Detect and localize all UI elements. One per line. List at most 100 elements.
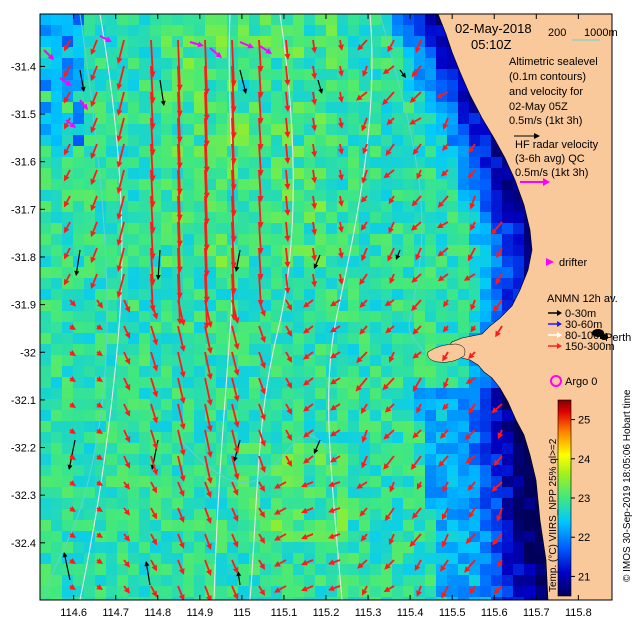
sst-pixel <box>128 432 140 444</box>
sst-pixel <box>381 58 393 70</box>
sst-pixel <box>337 487 349 499</box>
hf-arrow-head <box>414 564 421 572</box>
sst-pixel <box>194 586 206 598</box>
hf-arrow-head <box>206 477 213 484</box>
hf-arrow <box>469 533 476 541</box>
hf-arrow-head <box>233 343 240 350</box>
hf-arrow <box>285 403 290 411</box>
sst-pixel <box>95 201 107 213</box>
sst-pixel <box>359 113 371 125</box>
sst-pixel <box>183 124 195 136</box>
sst-pixel <box>84 25 96 37</box>
argo-label: Argo 0 <box>565 376 597 388</box>
hf-arrow-head <box>260 466 266 473</box>
altimetry-arrow <box>159 79 164 102</box>
hf-arrow-head <box>284 53 291 60</box>
sst-pixel <box>216 278 228 290</box>
sst-pixel <box>337 69 349 81</box>
sst-pixel <box>62 454 74 466</box>
hf-arrow-head <box>69 558 76 564</box>
x-tick-label: 114.8 <box>144 607 171 619</box>
hf-arrow <box>361 273 368 281</box>
hf-arrow <box>123 507 128 512</box>
sst-pixel <box>403 58 415 70</box>
sst-pixel <box>381 190 393 202</box>
sst-pixel <box>392 586 404 598</box>
sst-pixel <box>40 366 52 378</box>
sst-pixel <box>128 14 140 26</box>
hf-arrow <box>364 65 368 72</box>
sst-pixel <box>51 487 63 499</box>
sst-pixel <box>370 135 382 147</box>
sst-pixel <box>392 443 404 455</box>
hf-arrow-head <box>274 587 281 593</box>
sst-pixel <box>381 520 393 532</box>
hf-arrow-head <box>90 74 96 82</box>
sst-pixel <box>370 322 382 334</box>
sst-pixel <box>106 47 118 59</box>
sst-pixel <box>315 102 327 114</box>
hf-arrow-head <box>206 595 212 600</box>
sst-pixel <box>392 58 404 70</box>
sst-pixel <box>216 36 228 48</box>
hf-arrow <box>96 351 99 354</box>
sst-pixel <box>216 597 228 600</box>
sst-pixel <box>95 58 107 70</box>
hf-arrow-head <box>337 278 344 285</box>
sst-pixel <box>260 476 272 488</box>
sst-pixel <box>128 388 140 400</box>
sst-pixel <box>216 432 228 444</box>
sst-pixel <box>436 124 448 136</box>
hf-arrow-head <box>274 535 281 541</box>
sst-pixel <box>73 443 85 455</box>
hf-arrow <box>204 117 208 167</box>
sst-pixel <box>315 531 327 543</box>
sst-pixel <box>436 36 448 48</box>
sst-pixel <box>183 36 195 48</box>
sst-pixel <box>117 190 129 202</box>
sst-pixel <box>381 256 393 268</box>
hf-arrow-head <box>233 369 240 376</box>
hf-arrow <box>360 39 368 47</box>
sst-pixel <box>227 421 239 433</box>
drifter-arrow <box>79 99 86 106</box>
sst-pixel <box>249 388 261 400</box>
sst-pixel <box>392 201 404 213</box>
sst-pixel <box>337 531 349 543</box>
sst-pixel <box>293 432 305 444</box>
sst-pixel <box>524 586 536 598</box>
sst-pixel <box>271 36 283 48</box>
sst-pixel <box>425 531 437 543</box>
sst-pixel <box>524 531 536 543</box>
sst-pixel <box>458 190 470 202</box>
sst-pixel <box>249 597 261 600</box>
sst-pixel <box>348 322 360 334</box>
sst-pixel <box>194 344 206 356</box>
sst-pixel <box>128 91 140 103</box>
sst-pixel <box>348 586 360 598</box>
hf-arrow <box>231 299 238 319</box>
sst-pixel <box>425 223 437 235</box>
sst-pixel <box>436 300 448 312</box>
hf-arrow-head <box>337 96 344 103</box>
altimetry-arrow <box>399 69 404 75</box>
hf-arrow <box>231 403 238 423</box>
sst-pixel <box>95 168 107 180</box>
sst-pixel <box>282 553 294 565</box>
hf-arrow-head <box>116 291 123 298</box>
sst-pixel <box>161 135 173 147</box>
sst-pixel <box>216 465 228 477</box>
sst-pixel <box>381 366 393 378</box>
hf-arrow-head <box>90 230 96 238</box>
sst-pixel <box>370 531 382 543</box>
sst-pixel <box>326 564 338 576</box>
sst-pixel <box>304 432 316 444</box>
sst-pixel <box>73 476 85 488</box>
sst-pixel <box>403 454 415 466</box>
hf-arrow <box>204 273 208 323</box>
sst-pixel <box>95 432 107 444</box>
sst-pixel <box>315 322 327 334</box>
sst-pixel <box>348 267 360 279</box>
sst-pixel <box>480 498 492 510</box>
sst-pixel <box>304 80 316 92</box>
